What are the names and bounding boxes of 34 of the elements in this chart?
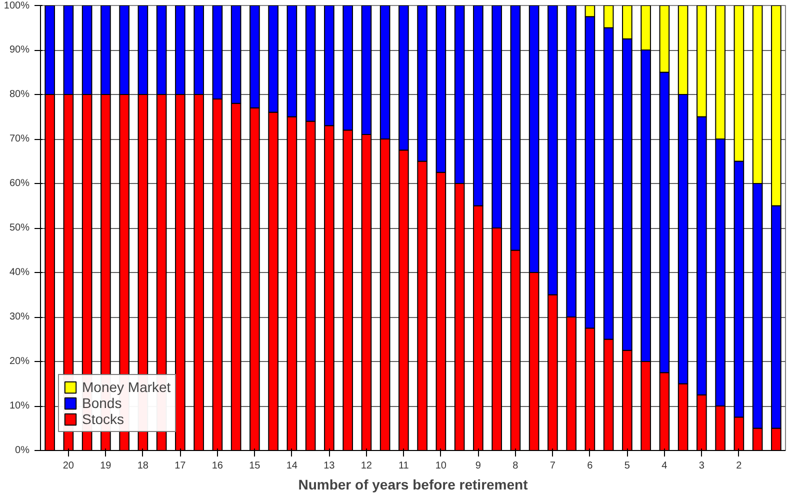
x-tick-label: 12 bbox=[360, 460, 372, 472]
x-tick-label: 16 bbox=[212, 460, 224, 472]
x-tick-label: 3 bbox=[698, 460, 705, 472]
x-tick-label: 2 bbox=[736, 460, 742, 472]
y-tick-label: 30% bbox=[9, 312, 30, 322]
y-tick-label: 10% bbox=[9, 400, 30, 412]
y-tick-label: 40% bbox=[9, 267, 30, 278]
x-tick-label: 5 bbox=[624, 460, 630, 472]
x-tick-label: 18 bbox=[137, 460, 149, 472]
y-tick-label: 90% bbox=[9, 44, 30, 56]
x-tick-label: 13 bbox=[324, 460, 336, 472]
x-tick-label: 8 bbox=[512, 460, 519, 472]
x-tick-label: 20 bbox=[62, 460, 74, 472]
x-tick-label: 19 bbox=[100, 460, 112, 472]
x-axis-title: Number of years before retirement bbox=[298, 476, 528, 492]
x-tick-label: 14 bbox=[286, 460, 298, 472]
x-tick-label: 17 bbox=[174, 460, 186, 472]
y-tick-label: 60% bbox=[9, 178, 30, 189]
y-tick-label: 20% bbox=[9, 356, 30, 367]
x-tick-label: 11 bbox=[398, 460, 410, 472]
y-tick-label: 50% bbox=[9, 222, 30, 234]
legend-label: Money Market bbox=[82, 379, 171, 395]
legend-label: Bonds bbox=[82, 395, 122, 411]
x-tick-label: 4 bbox=[662, 460, 668, 472]
x-tick-label: 7 bbox=[550, 460, 556, 472]
x-tick-label: 10 bbox=[435, 460, 447, 472]
legend-label: Stocks bbox=[82, 411, 124, 427]
y-tick-label: 80% bbox=[9, 89, 30, 100]
x-tick-label: 6 bbox=[587, 460, 594, 472]
y-tick-label: 0% bbox=[15, 445, 30, 456]
x-tick-label: 9 bbox=[475, 460, 482, 472]
y-tick-label: 100% bbox=[4, 0, 30, 12]
x-tick-label: 15 bbox=[249, 460, 261, 472]
y-tick-label: 70% bbox=[9, 134, 30, 144]
